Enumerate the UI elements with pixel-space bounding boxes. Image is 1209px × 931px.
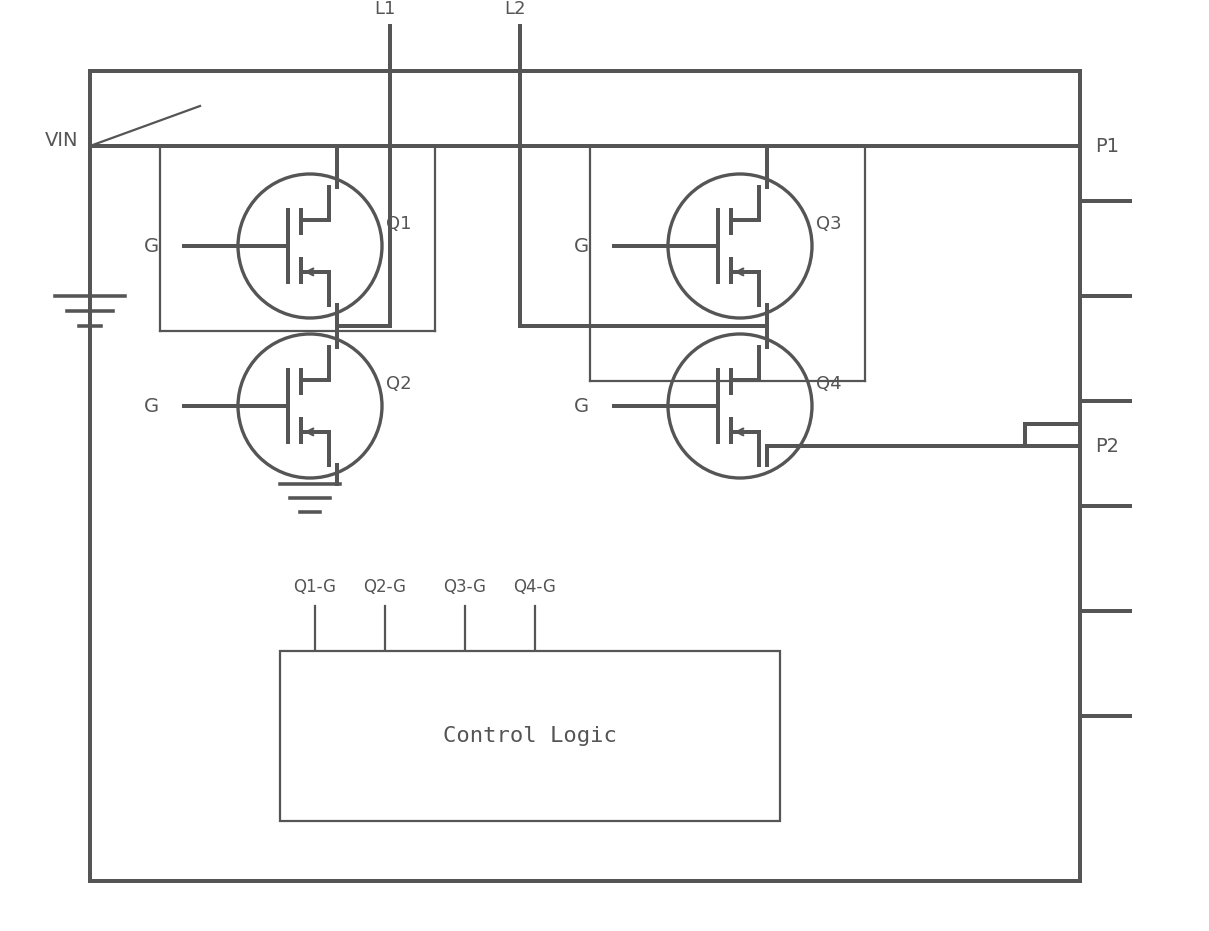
Text: Control Logic: Control Logic bbox=[442, 726, 617, 746]
Text: G: G bbox=[144, 236, 158, 255]
Text: Q1-G: Q1-G bbox=[294, 578, 336, 596]
Text: G: G bbox=[574, 397, 589, 415]
Text: G: G bbox=[144, 397, 158, 415]
Text: G: G bbox=[574, 236, 589, 255]
Text: VIN: VIN bbox=[45, 131, 79, 151]
Text: P1: P1 bbox=[1095, 137, 1120, 155]
Text: Q2-G: Q2-G bbox=[364, 578, 406, 596]
Text: Q3: Q3 bbox=[816, 215, 841, 234]
Bar bbox=[89, 71, 1080, 881]
Text: Q3-G: Q3-G bbox=[444, 578, 486, 596]
Text: Q4: Q4 bbox=[816, 375, 841, 394]
Text: Q4-G: Q4-G bbox=[514, 578, 556, 596]
Text: Q2: Q2 bbox=[386, 375, 411, 394]
Text: Q1: Q1 bbox=[386, 215, 411, 234]
Bar bbox=[280, 651, 780, 821]
Text: L1: L1 bbox=[375, 0, 395, 18]
Text: L2: L2 bbox=[504, 0, 526, 18]
Text: P2: P2 bbox=[1095, 437, 1120, 455]
